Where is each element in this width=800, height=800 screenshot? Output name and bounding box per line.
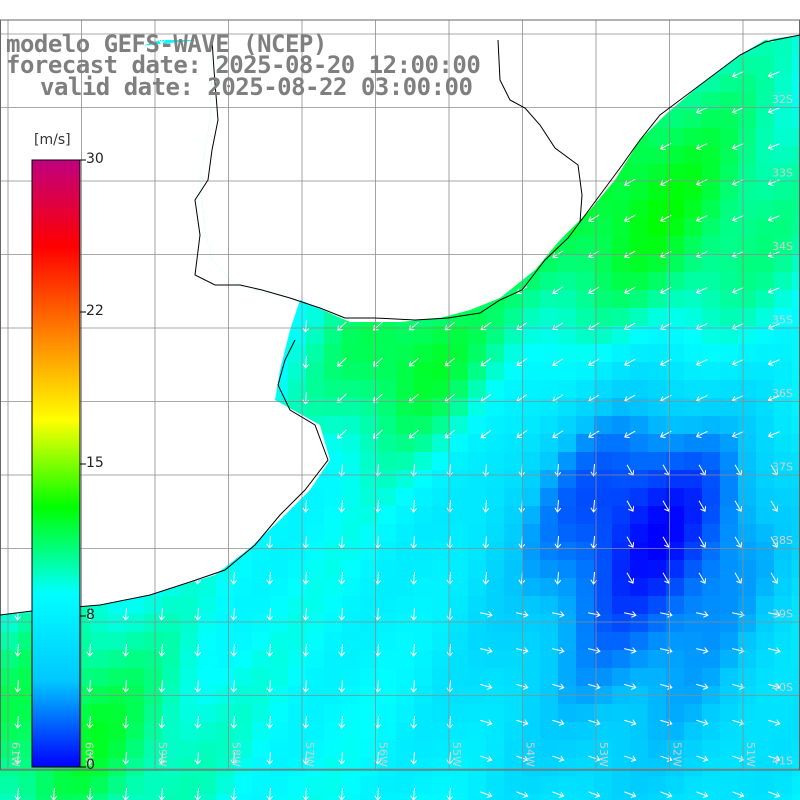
lat-lon-grid: [0, 19, 800, 771]
lat-label: 39S: [772, 608, 793, 621]
lon-label: 60W: [83, 742, 96, 767]
colorbar: [31, 159, 86, 768]
lon-label: 57W: [303, 742, 316, 767]
lon-label: 59W: [156, 742, 169, 767]
lon-label: 54W: [524, 742, 537, 767]
coastline-uruguay: [194, 39, 583, 321]
coastline: [0, 34, 800, 616]
land-mass: [0, 0, 800, 322]
longitude-labels: 61W 60W 59W 58W 57W 56W 55W 54W 53W 52W 51W: [9, 742, 757, 767]
lon-label: 61W: [9, 742, 22, 767]
colorbar-tick-30: 30: [86, 151, 104, 167]
lon-label: 56W: [377, 742, 390, 767]
colorbar-tick-22: 22: [86, 303, 104, 319]
lat-label: 33S: [772, 167, 793, 180]
title-forecast-date: forecast date: 2025-08-20 12:00:00: [6, 51, 481, 79]
latitude-labels: 32S 33S 34S 35S 36S 37S 38S 39S 40S 41S: [772, 93, 793, 768]
lat-label: 35S: [772, 314, 793, 327]
lon-label: 53W: [597, 742, 610, 767]
colorbar-gradient: [31, 159, 81, 768]
lat-label: 38S: [772, 534, 793, 547]
colorbar-tick-8: 8: [86, 607, 95, 623]
colorbar-tick-15: 15: [86, 455, 104, 471]
lat-label: 40S: [772, 681, 793, 694]
lon-label: 52W: [671, 742, 684, 767]
lat-label: 37S: [772, 461, 793, 474]
title-valid-date: valid date: 2025-08-22 03:00:00: [40, 73, 473, 101]
coastline-argentina: [0, 339, 329, 616]
lat-label: 34S: [772, 240, 793, 253]
lat-label: 36S: [772, 387, 793, 400]
lat-label: 41S: [772, 755, 793, 768]
lon-label: 51W: [744, 742, 757, 767]
land-mass-west: [0, 40, 330, 615]
title-model: modelo GEFS-WAVE (NCEP): [6, 30, 327, 58]
lat-label: 32S: [772, 93, 793, 106]
colorbar-unit: [m/s]: [34, 132, 71, 148]
lon-label: 58W: [230, 742, 243, 767]
coastline-brazil: [579, 34, 800, 223]
colorbar-tick-0: 0: [86, 757, 95, 773]
lon-label: 55W: [450, 742, 463, 767]
